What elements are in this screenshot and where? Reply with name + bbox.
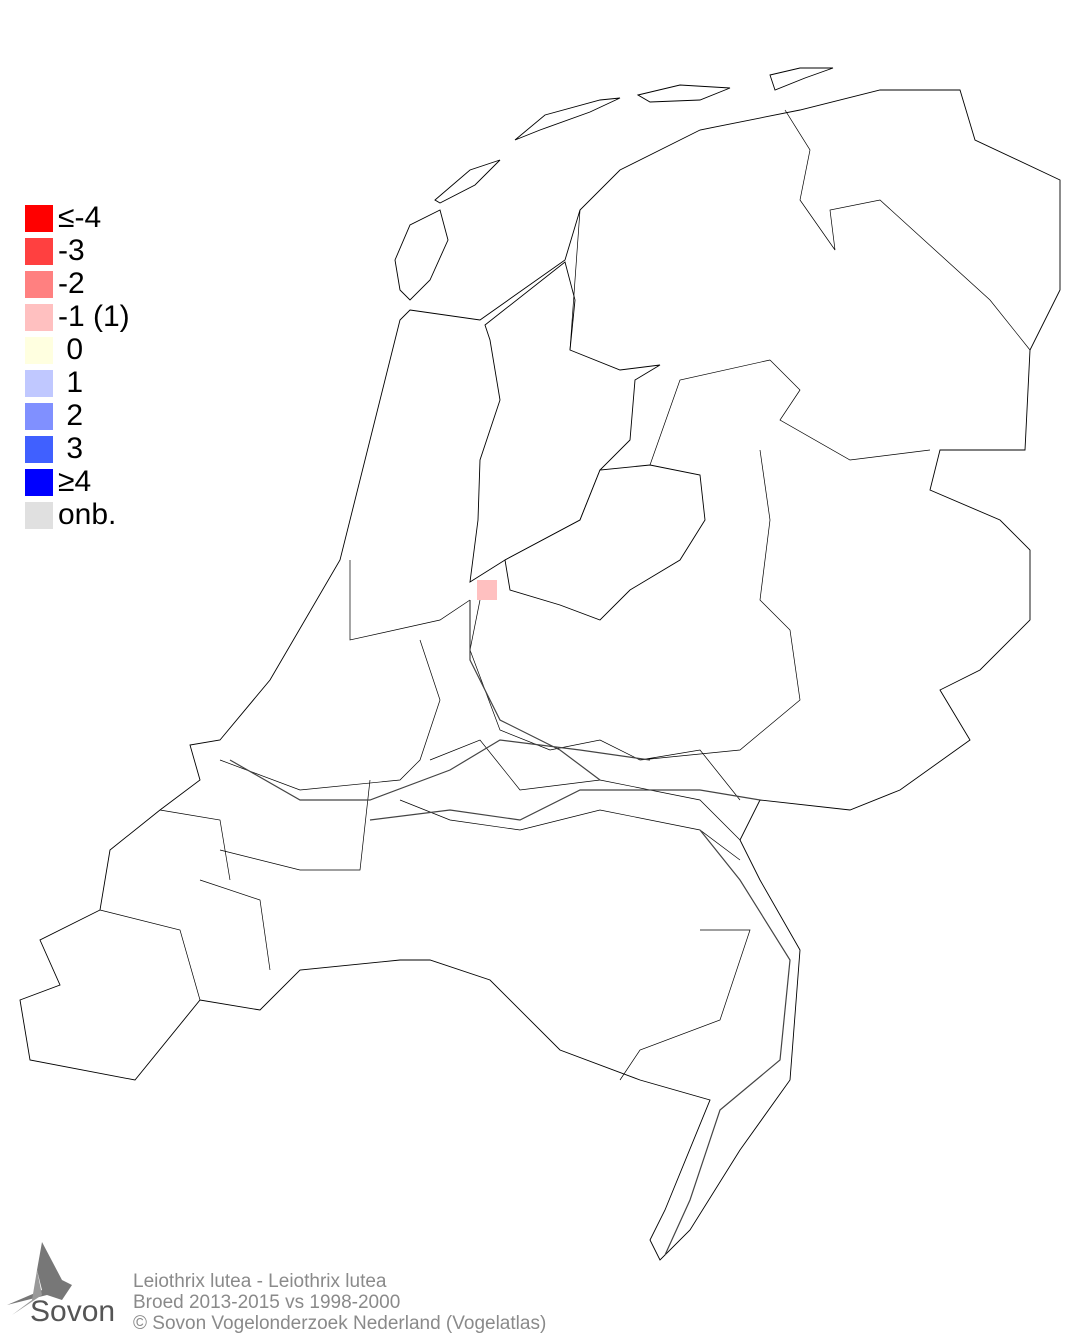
island-texel — [394, 209, 449, 301]
legend-swatch — [25, 370, 53, 397]
period-line: Broed 2013-2015 vs 1998-2000 — [133, 1292, 401, 1313]
flevoland-outline — [504, 464, 706, 621]
legend-label: -3 — [58, 234, 85, 267]
legend-swatch — [25, 403, 53, 430]
map-cell — [477, 580, 497, 600]
legend-swatch — [25, 271, 53, 298]
legend-swatch — [25, 205, 53, 232]
legend-swatch — [25, 436, 53, 463]
legend-label: -1 (1) — [58, 300, 130, 333]
island-vlieland — [434, 159, 501, 204]
legend-label: 1 — [58, 366, 84, 399]
island-ameland — [636, 84, 731, 103]
legend-label: onb. — [58, 498, 117, 531]
legend-swatch — [25, 469, 53, 496]
legend-swatch — [25, 238, 53, 265]
legend-swatch — [25, 304, 53, 331]
province-borders — [99, 109, 1031, 1081]
legend-label: ≥4 — [58, 465, 92, 498]
island-terschelling — [514, 97, 621, 141]
legend-swatch — [25, 337, 53, 364]
legend-label: -2 — [58, 267, 85, 300]
species-line: Leiothrix lutea - Leiothrix lutea — [133, 1271, 387, 1292]
legend-label: 3 — [58, 432, 84, 465]
logo-text: Sovon — [30, 1295, 116, 1328]
copyright-line: © Sovon Vogelonderzoek Nederland (Vogela… — [133, 1313, 547, 1334]
island-schiermonnikoog — [769, 67, 834, 91]
mainland-outline — [19, 89, 1061, 1261]
map-caption: Leiothrix lutea - Leiothrix lutea Broed … — [133, 1271, 546, 1334]
legend-label: ≤-4 — [58, 201, 102, 234]
legend-swatch — [25, 502, 53, 529]
rivers — [229, 600, 791, 1256]
sovon-swallow-logo — [7, 1242, 72, 1315]
legend-label: 0 — [58, 333, 84, 366]
legend-label: 2 — [58, 399, 84, 432]
